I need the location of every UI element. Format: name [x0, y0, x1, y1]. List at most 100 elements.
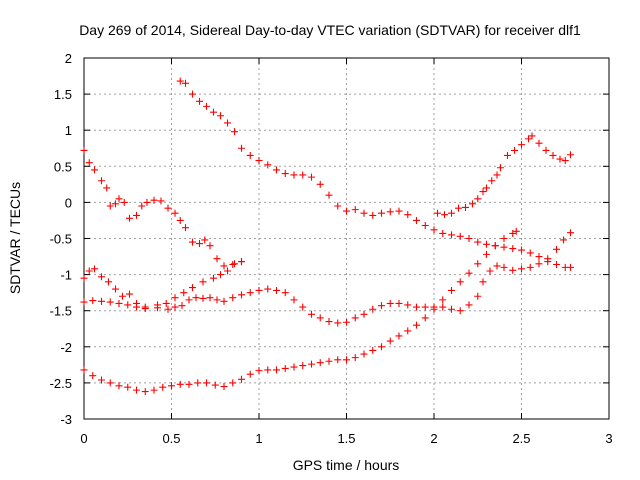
data-point-marker [157, 197, 165, 205]
y-axis-label: SDTVAR / TECUs [7, 182, 23, 294]
data-point-marker [378, 343, 385, 351]
data-point-marker [194, 379, 202, 387]
y-tick-label: -1.5 [50, 304, 72, 319]
data-point-marker [185, 296, 193, 304]
data-point-marker [106, 379, 114, 387]
x-tick-label: 2 [430, 431, 437, 446]
data-point-marker [115, 299, 123, 307]
data-point-marker [308, 310, 315, 318]
data-point-marker [486, 267, 494, 275]
data-point-marker [217, 112, 224, 120]
data-point-marker [210, 108, 217, 116]
data-point-marker [542, 146, 550, 154]
data-point-marker [343, 356, 350, 364]
data-point-marker [273, 286, 280, 294]
data-point-marker [395, 332, 403, 340]
data-point-marker [220, 262, 228, 270]
data-points [80, 77, 574, 396]
data-point-marker [544, 258, 552, 266]
data-point-marker [465, 235, 473, 242]
data-point-marker [500, 235, 508, 242]
grid-lines [84, 58, 609, 419]
data-point-marker [220, 383, 228, 391]
data-point-marker [206, 294, 214, 302]
data-point-marker [164, 305, 172, 313]
data-point-marker [421, 303, 429, 311]
data-point-marker [203, 102, 210, 110]
data-point-marker [493, 171, 501, 179]
data-point-marker [290, 363, 298, 371]
data-point-marker [171, 209, 179, 217]
data-point-marker [479, 188, 487, 196]
data-point-marker [115, 195, 123, 203]
data-point-marker [483, 240, 490, 248]
data-point-marker [448, 231, 455, 239]
data-point-marker [106, 298, 114, 306]
data-point-marker [103, 184, 111, 192]
data-point-marker [430, 226, 438, 234]
data-point-marker [126, 214, 133, 222]
data-point-marker [164, 204, 172, 212]
y-tick-label: -0.5 [50, 232, 72, 247]
data-point-marker [281, 289, 289, 297]
data-point-marker [465, 269, 473, 277]
data-point-marker [483, 250, 490, 258]
data-point-marker [556, 155, 564, 163]
data-point-marker [395, 207, 403, 215]
data-point-marker [474, 292, 482, 300]
y-tick-label: -3 [60, 412, 72, 427]
data-point-marker [162, 299, 170, 307]
data-point-marker [535, 260, 543, 268]
data-point-marker [273, 366, 280, 374]
data-point-marker [462, 203, 469, 211]
data-point-marker [213, 296, 221, 304]
data-point-marker [500, 243, 508, 251]
data-point-marker [143, 198, 151, 206]
data-point-marker [439, 296, 447, 304]
data-point-marker [439, 303, 447, 311]
data-point-marker [518, 141, 525, 149]
data-point-marker [229, 379, 237, 387]
data-point-marker [255, 157, 263, 165]
x-tick-label: 2.5 [512, 431, 530, 446]
data-point-marker [211, 381, 219, 389]
data-point-marker [386, 337, 394, 345]
data-point-marker [395, 299, 403, 307]
data-point-marker [238, 258, 245, 266]
data-point-marker [91, 265, 98, 273]
data-point-marker [196, 240, 203, 248]
data-point-marker [133, 211, 140, 219]
data-point-marker [264, 285, 272, 293]
data-point-marker [185, 380, 193, 388]
data-point-marker [246, 289, 254, 297]
data-point-marker [308, 360, 315, 368]
data-point-marker [201, 236, 209, 244]
data-point-marker [360, 310, 368, 318]
data-point-marker [553, 260, 560, 268]
data-point-marker [474, 260, 482, 268]
data-point-marker [264, 161, 272, 169]
data-point-marker [386, 208, 394, 216]
data-point-marker [456, 232, 464, 240]
data-point-marker [360, 350, 368, 358]
data-point-marker [553, 245, 560, 253]
data-point-marker [115, 382, 123, 390]
data-point-marker [192, 294, 200, 302]
data-point-marker [210, 274, 217, 282]
x-tick-label: 1.5 [337, 431, 355, 446]
data-point-marker [479, 278, 487, 286]
data-point-marker [504, 151, 511, 159]
data-point-marker [213, 255, 221, 263]
data-point-marker [290, 296, 298, 304]
data-point-marker [80, 146, 88, 154]
data-point-marker [560, 236, 567, 244]
data-point-marker [448, 286, 455, 294]
data-point-marker [98, 273, 105, 281]
data-point-marker [171, 294, 179, 302]
data-point-marker [141, 305, 149, 313]
data-point-marker [351, 354, 359, 362]
data-point-marker [255, 286, 263, 294]
data-point-marker [154, 304, 161, 312]
data-point-marker [567, 263, 574, 271]
data-point-marker [448, 209, 455, 217]
